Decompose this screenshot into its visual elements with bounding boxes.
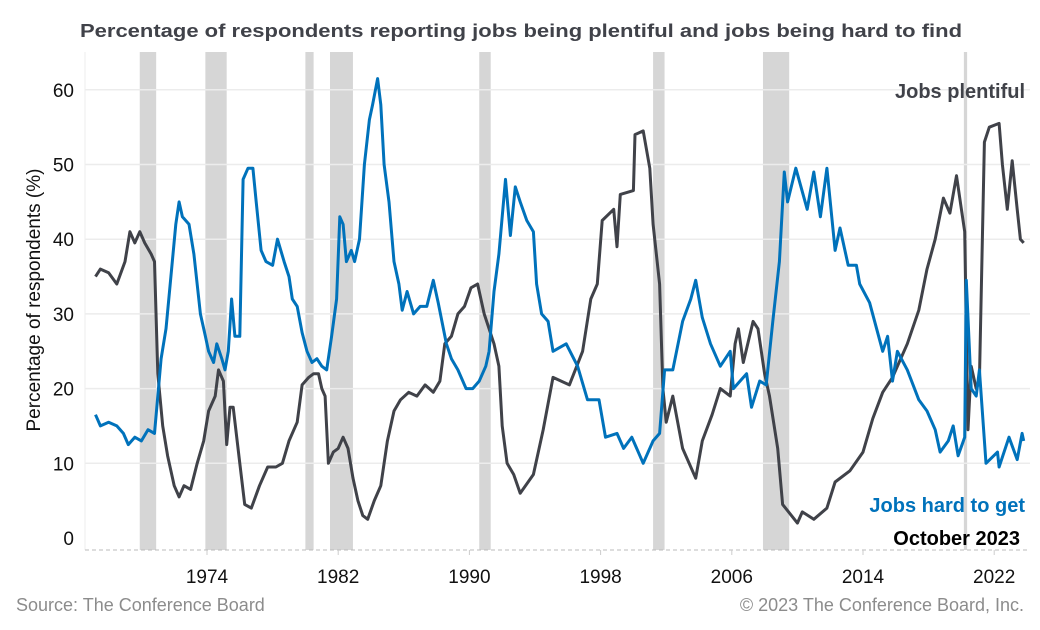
y-axis-label: Percentage of respondents (%) <box>24 169 45 432</box>
x-tick-label: 1974 <box>186 567 229 588</box>
x-tick-label: 1998 <box>579 567 621 588</box>
source-note: Source: The Conference Board <box>16 595 265 615</box>
x-tick-label: 2022 <box>973 567 1015 588</box>
legend-label-jobs-plentiful: Jobs plentiful <box>895 81 1025 103</box>
y-tick-label: 30 <box>53 305 74 326</box>
y-tick-label: 50 <box>53 156 74 177</box>
series-line-jobs-plentiful <box>94 121 1025 525</box>
date-annotation: October 2023 <box>893 528 1020 550</box>
series-line-jobs-hard-to-get <box>94 77 1026 469</box>
x-tick-label: 1990 <box>448 567 490 588</box>
x-axis-ticks: 1974 1982 1990 1998 2006 2014 2022 <box>186 550 1015 588</box>
recession-band <box>330 52 353 550</box>
x-tick-label: 2014 <box>842 567 885 588</box>
recession-band <box>205 52 227 550</box>
y-axis-ticks: 0 10 20 30 40 50 60 <box>53 81 74 550</box>
legend-label-jobs-hard-to-get: Jobs hard to get <box>869 495 1025 517</box>
copyright-note: © 2023 The Conference Board, Inc. <box>740 595 1024 615</box>
series-lines <box>94 77 1026 525</box>
y-tick-label: 20 <box>53 380 74 401</box>
recession-band <box>305 52 314 550</box>
gridlines <box>84 52 1030 551</box>
y-tick-label: 0 <box>63 529 74 550</box>
recession-band <box>139 52 157 550</box>
y-tick-label: 60 <box>53 81 74 102</box>
y-tick-label: 10 <box>53 454 74 475</box>
x-tick-label: 1982 <box>317 567 359 588</box>
chart-title: Percentage of respondents reporting jobs… <box>80 21 962 41</box>
x-tick-label: 2006 <box>711 567 753 588</box>
recession-band <box>479 52 491 550</box>
y-tick-label: 40 <box>53 230 74 251</box>
